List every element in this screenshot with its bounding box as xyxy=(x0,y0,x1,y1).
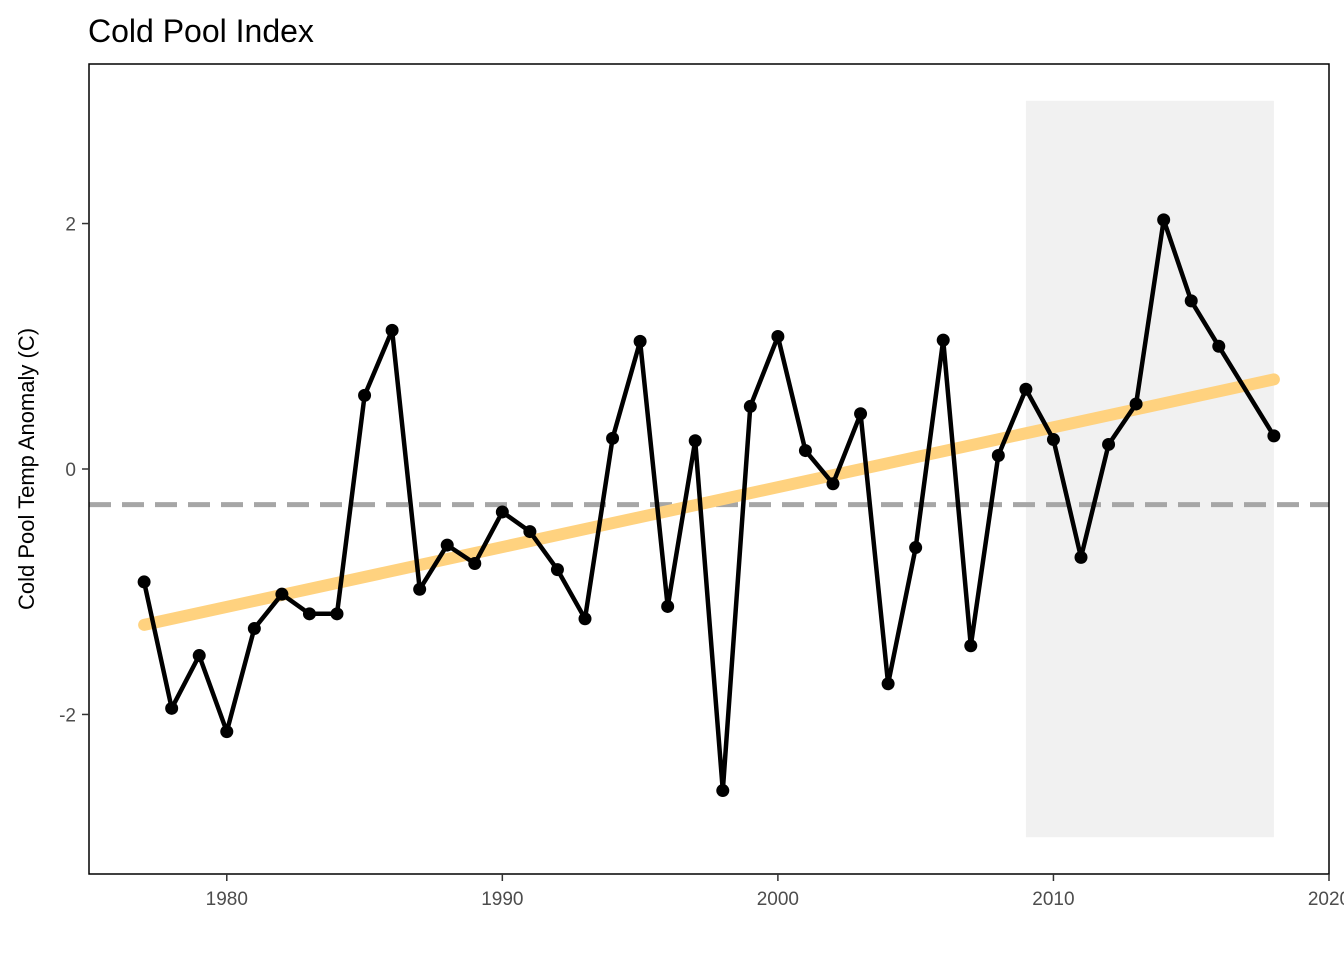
data-point-2001 xyxy=(798,444,812,458)
x-tick-label: 1980 xyxy=(206,889,248,910)
trend-line xyxy=(138,373,1280,631)
data-point-1989 xyxy=(468,557,482,570)
data-point-1994 xyxy=(606,431,620,445)
data-point-2018 xyxy=(1267,429,1281,443)
y-axis-title: Cold Pool Temp Anomaly (C) xyxy=(14,328,39,610)
data-point-2000 xyxy=(771,329,785,343)
data-point-1978 xyxy=(165,701,179,715)
shaded-period xyxy=(1025,100,1274,838)
data-point-2006 xyxy=(936,333,950,347)
data-point-2013 xyxy=(1129,397,1143,411)
plot-panel xyxy=(88,63,1330,875)
data-point-2012 xyxy=(1102,437,1116,451)
data-point-1995 xyxy=(633,334,647,348)
data-point-2002 xyxy=(826,477,840,491)
data-point-2009 xyxy=(1019,382,1033,396)
data-point-2014 xyxy=(1157,213,1171,227)
data-point-2007 xyxy=(964,639,978,653)
y-tick-label: 0 xyxy=(65,460,76,481)
data-point-1997 xyxy=(688,434,702,448)
data-point-1985 xyxy=(358,388,372,402)
data-point-1990 xyxy=(495,505,509,519)
data-point-2016 xyxy=(1212,339,1226,353)
chart-title: Cold Pool Index xyxy=(88,13,314,49)
data-point-1988 xyxy=(440,538,454,552)
y-tick-label: 2 xyxy=(65,215,76,236)
data-point-1979 xyxy=(192,649,206,663)
x-tick-label: 1990 xyxy=(481,889,523,910)
x-tick-label: 2010 xyxy=(1032,889,1074,910)
data-point-2005 xyxy=(909,541,923,555)
data-point-2015 xyxy=(1184,294,1198,308)
x-tick-label: 2000 xyxy=(757,889,799,910)
data-point-1980 xyxy=(220,725,234,739)
data-point-1998 xyxy=(716,784,730,798)
data-point-2004 xyxy=(881,677,895,691)
data-point-2011 xyxy=(1074,550,1088,564)
data-point-2010 xyxy=(1046,433,1060,447)
data-point-1999 xyxy=(743,399,757,413)
data-point-1992 xyxy=(550,563,564,577)
data-point-1986 xyxy=(385,323,399,337)
data-point-2008 xyxy=(991,449,1005,462)
data-point-1996 xyxy=(661,599,675,613)
y-tick-label: -2 xyxy=(59,705,76,726)
data-point-1982 xyxy=(275,587,289,601)
data-point-1981 xyxy=(247,622,261,636)
data-point-1984 xyxy=(330,607,344,621)
data-point-2003 xyxy=(854,407,868,421)
data-point-1987 xyxy=(413,582,427,596)
x-tick-label: 2020 xyxy=(1308,889,1344,910)
data-point-1983 xyxy=(302,607,316,621)
data-point-1993 xyxy=(578,612,592,626)
data-point-1977 xyxy=(137,575,151,589)
data-point-1991 xyxy=(523,525,537,539)
